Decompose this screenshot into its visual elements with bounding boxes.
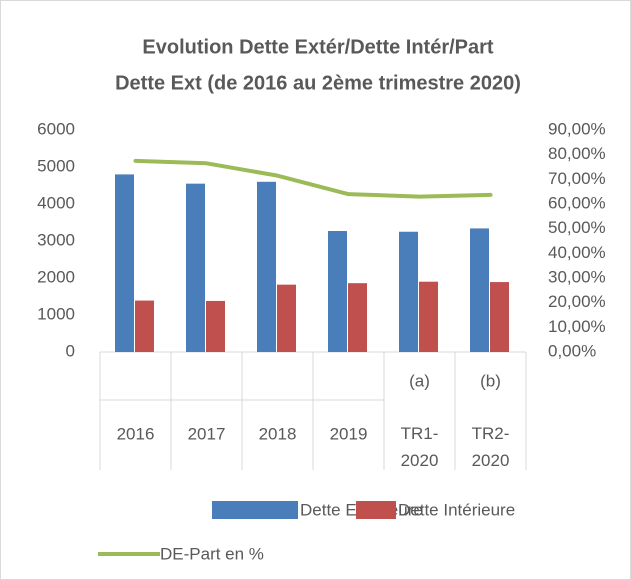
bar: [419, 281, 438, 352]
line-series: [133, 158, 493, 199]
x-tick-label: 2019: [330, 424, 368, 443]
y2-tick-label: 60,00%: [548, 193, 606, 212]
y2-tick-label: 20,00%: [548, 292, 606, 311]
category-note: (a): [409, 371, 430, 390]
y-tick-label: 5000: [37, 156, 75, 175]
y2-tick-label: 30,00%: [548, 267, 606, 286]
category-note: (b): [480, 371, 501, 390]
bar: [186, 183, 205, 352]
x-tick-label: 2016: [117, 424, 155, 443]
bar: [135, 300, 154, 352]
y-tick-label: 0: [66, 341, 75, 360]
y2-tick-label: 80,00%: [548, 144, 606, 163]
y-tick-label: 6000: [37, 119, 75, 138]
y2-tick-label: 50,00%: [548, 218, 606, 237]
y2-tick-label: 10,00%: [548, 317, 606, 336]
x-tick-label-line: TR1-: [401, 424, 439, 443]
chart-title: Evolution Dette Extér/Dette Intér/Part: [142, 36, 494, 58]
y2-tick-label: 70,00%: [548, 169, 606, 188]
x-tick-label: 2017: [188, 424, 226, 443]
y-tick-label: 3000: [37, 230, 75, 249]
x-tick-label: 2018: [259, 424, 297, 443]
bar: [257, 181, 276, 352]
legend-label: DE-Part en %: [160, 544, 264, 563]
x-tick-label: TR2- 2020: [472, 424, 510, 470]
bar: [399, 231, 418, 352]
legend-label: Dette Intérieure: [398, 500, 515, 519]
chart-title: Dette Ext (de 2016 au 2ème trimestre 202…: [115, 72, 521, 94]
bar: [206, 300, 225, 352]
legend-swatch: [212, 501, 298, 519]
x-tick-label-line: 2020: [401, 451, 439, 470]
bar: [470, 228, 489, 352]
bar: [348, 283, 367, 352]
bar: [328, 231, 347, 352]
y-tick-label: 4000: [37, 193, 75, 212]
y2-tick-label: 40,00%: [548, 243, 606, 262]
y2-tick-label: 90,00%: [548, 119, 606, 138]
bar: [115, 174, 134, 352]
x-tick-label-line: 2020: [472, 451, 510, 470]
y-tick-label: 2000: [37, 267, 75, 286]
x-tick-label-line: TR2-: [472, 424, 510, 443]
bar: [277, 284, 296, 352]
y2-tick-label: 0,00%: [548, 341, 596, 360]
legend-swatch: [356, 501, 396, 519]
y-tick-label: 1000: [37, 304, 75, 323]
bar: [490, 282, 509, 352]
x-tick-label: TR1- 2020: [401, 424, 439, 470]
